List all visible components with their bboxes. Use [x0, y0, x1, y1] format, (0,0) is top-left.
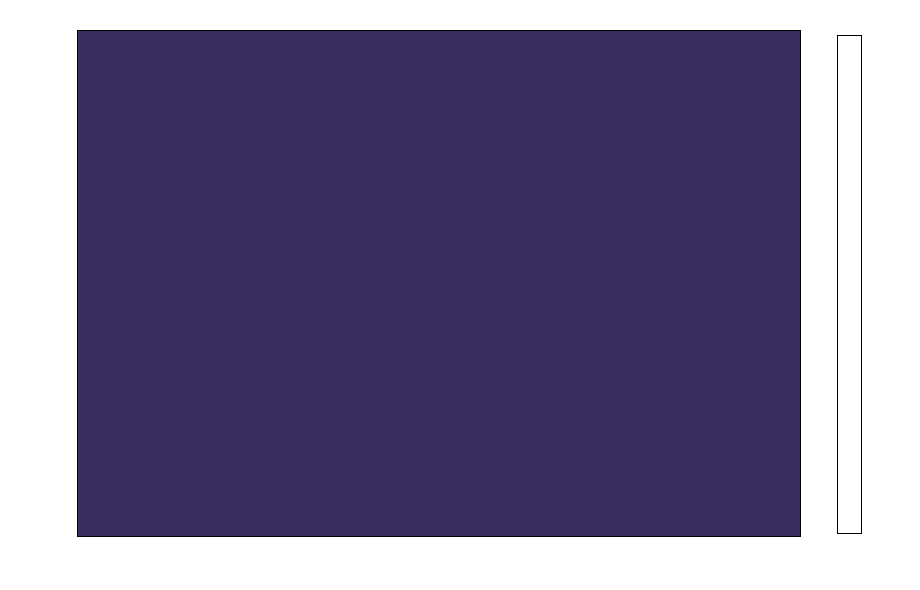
colorbar-gradient: [838, 36, 861, 533]
colorbar: [837, 35, 862, 534]
plot-area: [77, 30, 801, 537]
heatmap-canvas: [78, 31, 800, 536]
